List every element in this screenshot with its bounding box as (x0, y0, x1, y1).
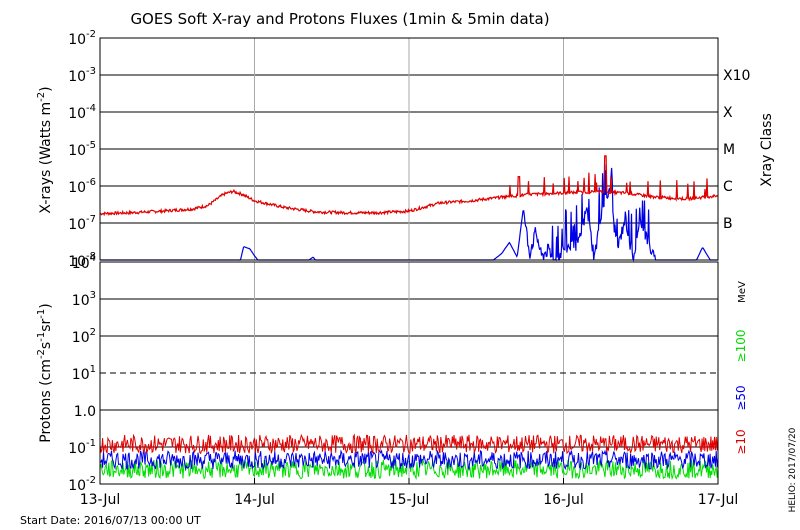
proton-y-tick-label: 1.0 (74, 404, 96, 420)
x-tick-label: 13-Jul (80, 492, 121, 508)
x-tick-label: 14-Jul (234, 492, 275, 508)
credit-label: HELIO: 2017/07/20 (788, 427, 798, 512)
legend-50mev: ≥50 (734, 385, 748, 410)
x-tick-label: 17-Jul (698, 492, 739, 508)
xray-plot-frame (99, 37, 719, 261)
xray-y-tick-label: 10-4 (68, 103, 96, 122)
xray-y-tick-label: 10-6 (68, 177, 96, 196)
xray-y-tick-label: 10-2 (68, 29, 96, 48)
xray-panel: 10-8 10-7 10-6 10-5 10-4 10-3 10-2 B C M X X10 Xra… (36, 29, 775, 270)
xray-class-label: C (723, 179, 733, 195)
xray-class-label: X (723, 105, 733, 121)
xray-ylabel-sup: -2 (36, 92, 47, 102)
chart-title: GOES Soft X-ray and Protons Fluxes (1min… (130, 10, 549, 28)
xray-ylabel-main: X-rays (Watts m (38, 102, 54, 214)
start-date-label: Start Date: 2016/07/13 00:00 UT (20, 514, 201, 527)
xray-class-labels: B C M X X10 (723, 68, 750, 232)
xray-class-axis-label: Xray Class (759, 113, 775, 187)
proton-y-tick-label: 103 (72, 290, 96, 309)
proton-y-tick-label: 104 (72, 253, 96, 272)
xray-class-label: B (723, 216, 733, 232)
xray-y-tick-label: 10-5 (68, 140, 96, 159)
xray-y-tick-label: 10-8 (68, 251, 96, 270)
legend-100mev: ≥100 (734, 330, 748, 363)
xray-class-label: M (723, 142, 735, 158)
x-tick-label: 16-Jul (543, 492, 584, 508)
x-tick-labels: 13-Jul 14-Jul 15-Jul 16-Jul 17-Jul (80, 478, 739, 508)
xray-y-tick-label: 10-7 (68, 214, 96, 233)
xray-ylabel-close: ) (38, 86, 54, 91)
xray-y-tick-label: 10-3 (68, 66, 96, 85)
xray-y-tick-labels: 10-8 10-7 10-6 10-5 10-4 10-3 10-2 (68, 29, 96, 270)
xray-long-series (99, 155, 719, 217)
proton-y-axis-label: Protons (cm-2s-1sr-1) (36, 303, 54, 442)
proton-unit-label: MeV (737, 281, 748, 303)
proton-y-tick-labels: 10-2 10-1 1.0 101 102 103 104 (68, 253, 96, 494)
xray-class-label: X10 (723, 68, 750, 84)
proton-series-10mev (99, 433, 719, 455)
xray-y-axis-label: X-rays (Watts m-2) (36, 86, 54, 213)
proton-y-tick-label: 101 (72, 364, 96, 383)
legend-10mev: ≥10 (734, 429, 748, 454)
proton-y-tick-label: 10-1 (68, 438, 96, 457)
proton-y-tick-label: 10-2 (68, 475, 96, 494)
proton-panel: 10-2 10-1 1.0 101 102 103 104 Protons (cm-2s-1… (36, 253, 748, 494)
proton-y-tick-label: 102 (72, 327, 96, 346)
xray-day-gridlines (254, 38, 564, 260)
x-tick-label: 15-Jul (389, 492, 430, 508)
